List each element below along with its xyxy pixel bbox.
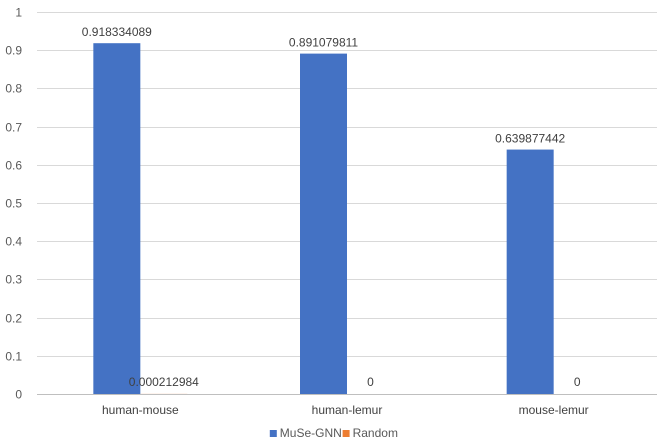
y-tick-label: 0.7	[5, 121, 22, 135]
y-tick-label: 0.8	[5, 82, 22, 96]
data-label: 0.639877442	[495, 132, 565, 146]
data-label: 0	[367, 375, 374, 389]
y-tick-label: 0.3	[5, 273, 22, 287]
y-tick-label: 1	[15, 6, 22, 20]
bar-muse-gnn-human-lemur	[300, 53, 347, 394]
y-tick-label: 0.6	[5, 159, 22, 173]
legend-swatch-muse-gnn	[269, 430, 277, 437]
data-label: 0.918334089	[82, 25, 152, 39]
data-label: 0.000212984	[129, 375, 199, 389]
data-label: 0.891079811	[289, 36, 359, 50]
x-tick-label: mouse-lemur	[519, 403, 589, 417]
data-label: 0	[574, 375, 581, 389]
bar-muse-gnn-mouse-lemur	[506, 149, 554, 394]
y-tick-label: 0.4	[5, 235, 22, 249]
bar-muse-gnn-human-mouse	[93, 43, 141, 394]
y-tick-label: 0.2	[5, 312, 22, 326]
y-tick-label: 0.9	[5, 44, 22, 58]
y-tick-label: 0.5	[5, 197, 22, 211]
x-tick-label: human-mouse	[102, 403, 179, 417]
y-tick-label: 0.1	[5, 350, 22, 364]
x-tick-label: human-lemur	[312, 403, 383, 417]
legend-swatch-random	[342, 430, 350, 437]
y-tick-label: 0	[15, 388, 22, 402]
legend-label: Random	[353, 426, 398, 440]
legend-label: MuSe-GNN	[280, 426, 342, 440]
